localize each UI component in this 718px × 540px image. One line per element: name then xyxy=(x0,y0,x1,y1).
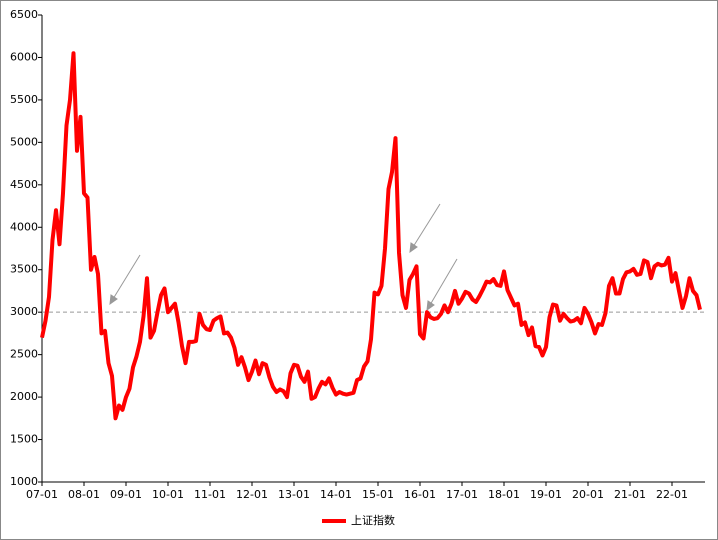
legend-label: 上证指数 xyxy=(351,513,395,527)
arrow xyxy=(112,254,141,300)
y-tick-label: 6500 xyxy=(10,8,38,21)
y-tick-label: 2000 xyxy=(10,390,38,403)
arrowhead xyxy=(409,242,418,254)
y-tick-label: 2500 xyxy=(10,348,38,361)
x-tick-label: 10-01 xyxy=(152,488,184,501)
x-tick-label: 20-01 xyxy=(572,488,604,501)
x-tick-label: 07-01 xyxy=(26,488,58,501)
arrow xyxy=(412,203,441,248)
x-tick-label: 17-01 xyxy=(446,488,478,501)
x-tick-label: 19-01 xyxy=(530,488,562,501)
y-tick-label: 3500 xyxy=(10,263,38,276)
x-tick-label: 09-01 xyxy=(110,488,142,501)
x-tick-label: 14-01 xyxy=(320,488,352,501)
y-tick-label: 5500 xyxy=(10,93,38,106)
x-tick-label: 18-01 xyxy=(488,488,520,501)
y-tick-label: 4500 xyxy=(10,178,38,191)
x-tick-label: 12-01 xyxy=(236,488,268,501)
y-tick-label: 1500 xyxy=(10,433,38,446)
y-tick-label: 4000 xyxy=(10,220,38,233)
y-tick-label: 1000 xyxy=(10,475,38,488)
y-tick-label: 3000 xyxy=(10,305,38,318)
x-tick-label: 11-01 xyxy=(194,488,226,501)
x-tick-label: 08-01 xyxy=(68,488,100,501)
arrowhead xyxy=(109,294,118,306)
series-line xyxy=(40,51,702,421)
y-tick-label: 6000 xyxy=(10,50,38,63)
annotation-arrows xyxy=(109,203,458,312)
x-tick-label: 15-01 xyxy=(362,488,394,501)
arrowhead xyxy=(426,300,435,312)
x-tick-label: 21-01 xyxy=(614,488,646,501)
y-tick-label: 5000 xyxy=(10,135,38,148)
x-tick-label: 13-01 xyxy=(278,488,310,501)
x-tick-label: 22-01 xyxy=(656,488,688,501)
x-tick-label: 16-01 xyxy=(404,488,436,501)
arrow xyxy=(429,258,458,306)
